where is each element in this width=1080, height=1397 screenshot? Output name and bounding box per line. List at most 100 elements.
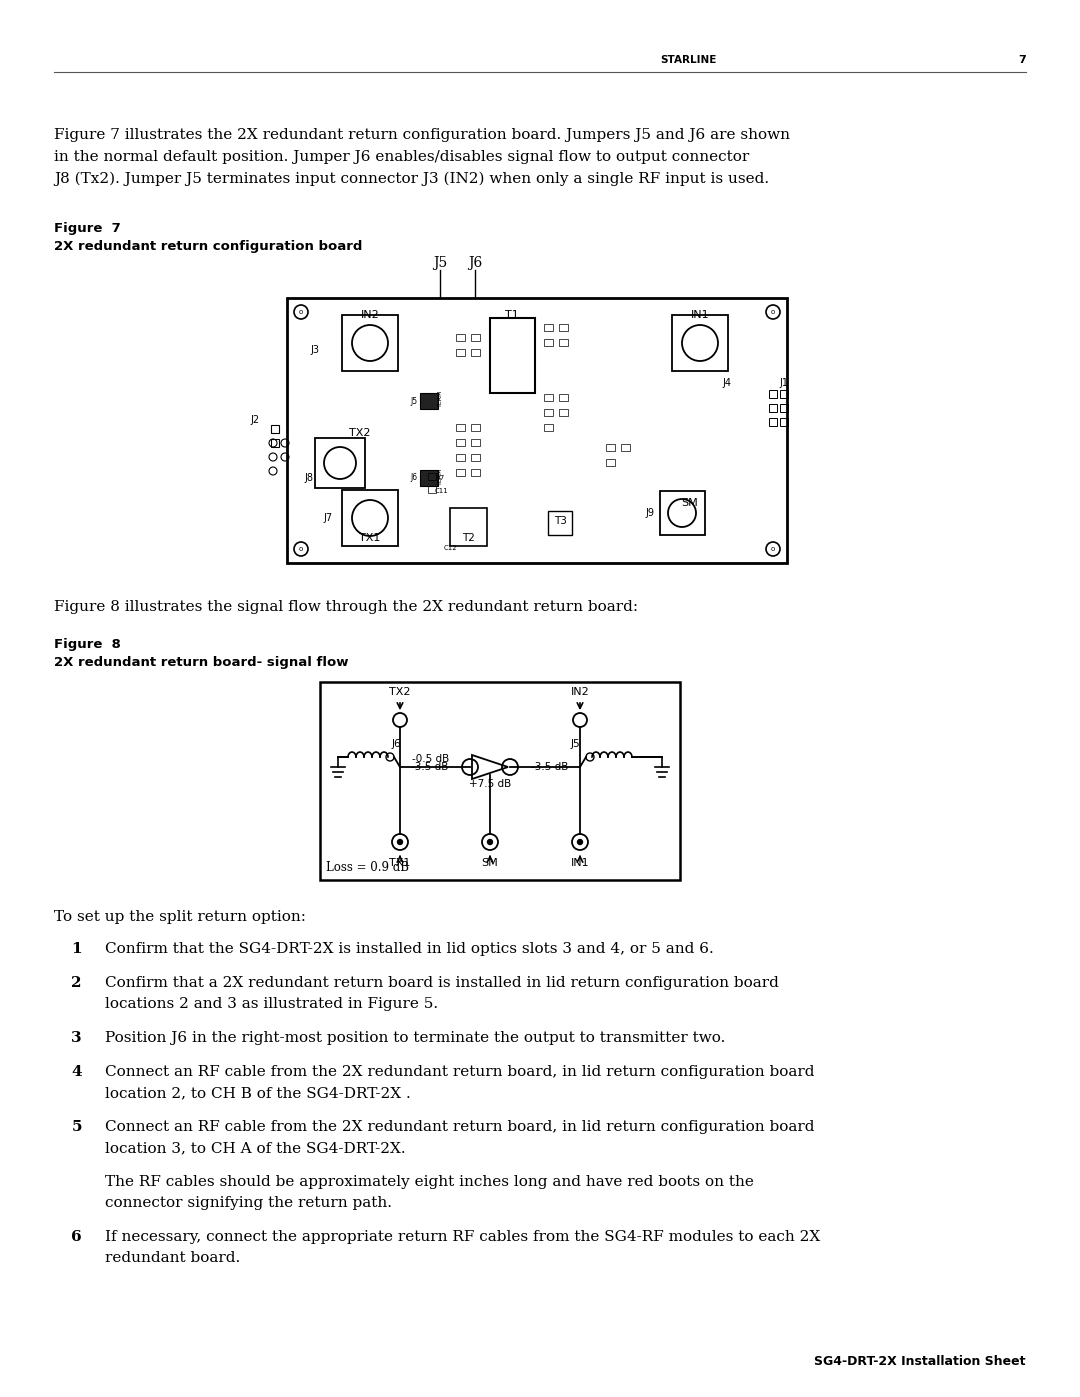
Text: T2: T2 [461, 534, 474, 543]
Text: J5: J5 [410, 397, 418, 405]
Bar [471, 349, 480, 356]
Text: Loss = 0.9 dB: Loss = 0.9 dB [326, 861, 409, 875]
Bar [769, 390, 777, 398]
Text: T3: T3 [554, 515, 566, 527]
Bar [606, 460, 615, 467]
Text: TX1: TX1 [360, 534, 380, 543]
Text: J8 (Tx2). Jumper J5 terminates input connector J3 (IN2) when only a single RF in: J8 (Tx2). Jumper J5 terminates input con… [54, 172, 769, 186]
Text: J2: J2 [251, 415, 259, 425]
Text: Figure 8 illustrates the signal flow through the 2X redundant return board:: Figure 8 illustrates the signal flow thr… [54, 599, 638, 615]
Text: J1: J1 [780, 379, 788, 388]
Bar [342, 490, 399, 546]
Text: location 3, to CH A of the SG4-DRT-2X.: location 3, to CH A of the SG4-DRT-2X. [105, 1141, 406, 1155]
Text: SG4-DRT-2X Installation Sheet: SG4-DRT-2X Installation Sheet [814, 1355, 1026, 1368]
Text: TERM: TERM [437, 468, 443, 485]
Bar [559, 339, 568, 346]
Text: J6: J6 [468, 256, 482, 270]
Bar [780, 404, 788, 412]
Bar [456, 334, 465, 341]
Text: o: o [299, 309, 303, 314]
Text: C11: C11 [435, 488, 449, 495]
Bar [450, 509, 487, 546]
Bar [456, 425, 465, 432]
Bar [559, 409, 568, 416]
Text: STARLINE: STARLINE [660, 54, 716, 66]
Text: IN2: IN2 [361, 310, 379, 320]
Text: C12: C12 [443, 545, 457, 550]
Text: J5: J5 [570, 739, 580, 749]
Text: -0.5 dB: -0.5 dB [411, 754, 449, 764]
Bar [660, 490, 705, 535]
Circle shape [386, 753, 394, 761]
Text: o: o [299, 546, 303, 552]
Text: 3: 3 [71, 1031, 82, 1045]
Text: J4: J4 [723, 379, 731, 388]
Circle shape [397, 840, 403, 845]
Bar [315, 439, 365, 488]
Text: 5: 5 [71, 1120, 82, 1134]
Text: in the normal default position. Jumper J6 enables/disables signal flow to output: in the normal default position. Jumper J… [54, 149, 750, 163]
Text: Confirm that a 2X redundant return board is installed in lid return configuratio: Confirm that a 2X redundant return board… [105, 977, 779, 990]
Text: redundant board.: redundant board. [105, 1250, 240, 1266]
Text: 1: 1 [71, 942, 82, 956]
Bar [342, 314, 399, 372]
Text: Confirm that the SG4-DRT-2X is installed in lid optics slots 3 and 4, or 5 and 6: Confirm that the SG4-DRT-2X is installed… [105, 942, 714, 956]
Bar [471, 425, 480, 432]
Bar [456, 349, 465, 356]
Text: J6: J6 [392, 739, 402, 749]
Text: To set up the split return option:: To set up the split return option: [54, 909, 306, 923]
Text: T1: T1 [505, 310, 518, 320]
Bar [621, 444, 630, 451]
Circle shape [586, 753, 594, 761]
Text: Position J6 in the right-most position to terminate the output to transmitter tw: Position J6 in the right-most position t… [105, 1031, 726, 1045]
Bar [672, 314, 728, 372]
Text: Figure 7 illustrates the 2X redundant return configuration board. Jumpers J5 and: Figure 7 illustrates the 2X redundant re… [54, 129, 789, 142]
Text: 2X redundant return board- signal flow: 2X redundant return board- signal flow [54, 657, 349, 669]
Text: Connect an RF cable from the 2X redundant return board, in lid return configurat: Connect an RF cable from the 2X redundan… [105, 1065, 814, 1078]
Text: +7.5 dB: +7.5 dB [469, 780, 511, 789]
Bar [456, 454, 465, 461]
Bar [769, 404, 777, 412]
Bar [490, 319, 535, 393]
Text: J5: J5 [433, 256, 447, 270]
Bar [544, 409, 553, 416]
Text: -3.5 dB: -3.5 dB [411, 761, 448, 773]
Bar [471, 469, 480, 476]
Bar [428, 486, 436, 493]
Text: locations 2 and 3 as illustrated in Figure 5.: locations 2 and 3 as illustrated in Figu… [105, 997, 438, 1011]
Text: IN2: IN2 [570, 687, 590, 697]
Bar [471, 334, 480, 341]
Bar [471, 439, 480, 446]
Text: J6: J6 [410, 474, 418, 482]
Bar [271, 425, 279, 433]
Bar [780, 418, 788, 426]
Text: TERM: TERM [437, 390, 443, 407]
Bar [420, 393, 438, 409]
Bar [544, 425, 553, 432]
Text: R7: R7 [435, 475, 444, 481]
Bar [456, 469, 465, 476]
Bar [428, 474, 436, 481]
Bar [544, 339, 553, 346]
Text: 6: 6 [71, 1229, 82, 1243]
Text: Figure  8: Figure 8 [54, 638, 121, 651]
Bar [420, 469, 438, 486]
Bar [456, 439, 465, 446]
Text: SM: SM [681, 497, 699, 509]
Text: Figure  7: Figure 7 [54, 222, 121, 235]
Bar [287, 298, 787, 563]
Text: The RF cables should be approximately eight inches long and have red boots on th: The RF cables should be approximately ei… [105, 1175, 754, 1189]
Bar [780, 390, 788, 398]
Text: 7: 7 [1018, 54, 1026, 66]
Text: o: o [771, 546, 775, 552]
Bar [544, 324, 553, 331]
Text: -3.5 dB: -3.5 dB [531, 761, 569, 773]
Bar [544, 394, 553, 401]
Bar [320, 682, 680, 880]
Text: TX2: TX2 [349, 427, 370, 439]
Circle shape [487, 840, 492, 845]
Text: TX1: TX1 [389, 858, 410, 868]
Text: J9: J9 [646, 509, 654, 518]
Text: o: o [771, 309, 775, 314]
Bar [769, 418, 777, 426]
